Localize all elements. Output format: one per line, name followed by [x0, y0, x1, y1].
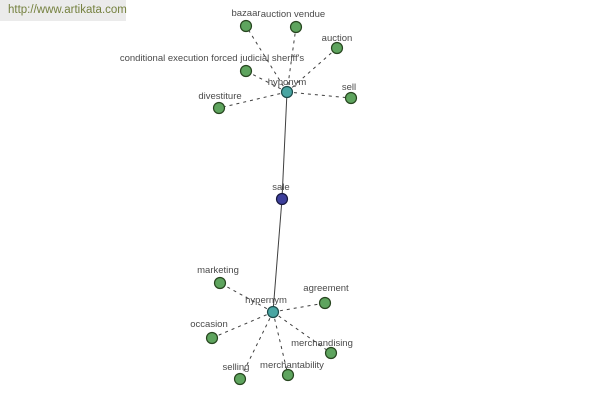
node-selling[interactable]: [233, 372, 247, 386]
labels-layer: sale hyponym hypernym bazaar auction vendue a…: [120, 8, 356, 373]
edge-hypernym-selling: [239, 311, 274, 380]
node-hyponym[interactable]: [280, 85, 294, 99]
node-conditional[interactable]: [239, 64, 253, 78]
node-label-sale: sale: [272, 182, 289, 193]
edge-hyponym-conditional: [245, 70, 288, 93]
edge-hyponym-bazaar: [245, 25, 288, 93]
edge-hypernym-agreement: [272, 302, 326, 313]
node-merchantability[interactable]: [281, 368, 295, 382]
edge-hyponym-sale: [281, 91, 288, 200]
node-label-merchantability: merchantability: [260, 360, 324, 371]
node-label-occasion: occasion: [190, 319, 228, 330]
node-auction[interactable]: [330, 41, 344, 55]
node-hypernym[interactable]: [266, 305, 280, 319]
node-label-auction: auction: [322, 33, 353, 44]
node-label-marketing: marketing: [197, 265, 239, 276]
edge-hypernym-marketing: [219, 282, 274, 313]
node-auction-vendue[interactable]: [289, 20, 303, 34]
node-bazaar[interactable]: [239, 19, 253, 33]
node-label-merchandising: merchandising: [291, 338, 353, 349]
node-sale[interactable]: [275, 192, 289, 206]
node-label-hyponym: hyponym: [268, 77, 307, 88]
node-label-sell: sell: [342, 82, 356, 93]
node-merchandising[interactable]: [324, 346, 338, 360]
node-label-bazaar: bazaar: [231, 8, 260, 19]
edge-sale-hypernym: [272, 198, 283, 313]
edge-hypernym-merchandising: [272, 311, 332, 354]
node-label-divestiture: divestiture: [198, 91, 241, 102]
node-label-hypernym: hypernym: [245, 295, 287, 306]
node-divestiture[interactable]: [212, 101, 226, 115]
node-marketing[interactable]: [213, 276, 227, 290]
node-label-selling: selling: [223, 362, 250, 373]
edges-layer: [211, 25, 352, 380]
nodes-layer: [205, 19, 358, 386]
node-agreement[interactable]: [318, 296, 332, 310]
edge-hyponym-divestiture: [218, 91, 288, 109]
node-sell[interactable]: [344, 91, 358, 105]
node-label-conditional: conditional execution forced judicial sh…: [120, 53, 305, 64]
node-label-auction-vendue: auction vendue: [261, 9, 325, 20]
node-occasion[interactable]: [205, 331, 219, 345]
node-label-agreement: agreement: [303, 283, 349, 294]
url-label: http://www.artikata.com: [0, 0, 127, 21]
